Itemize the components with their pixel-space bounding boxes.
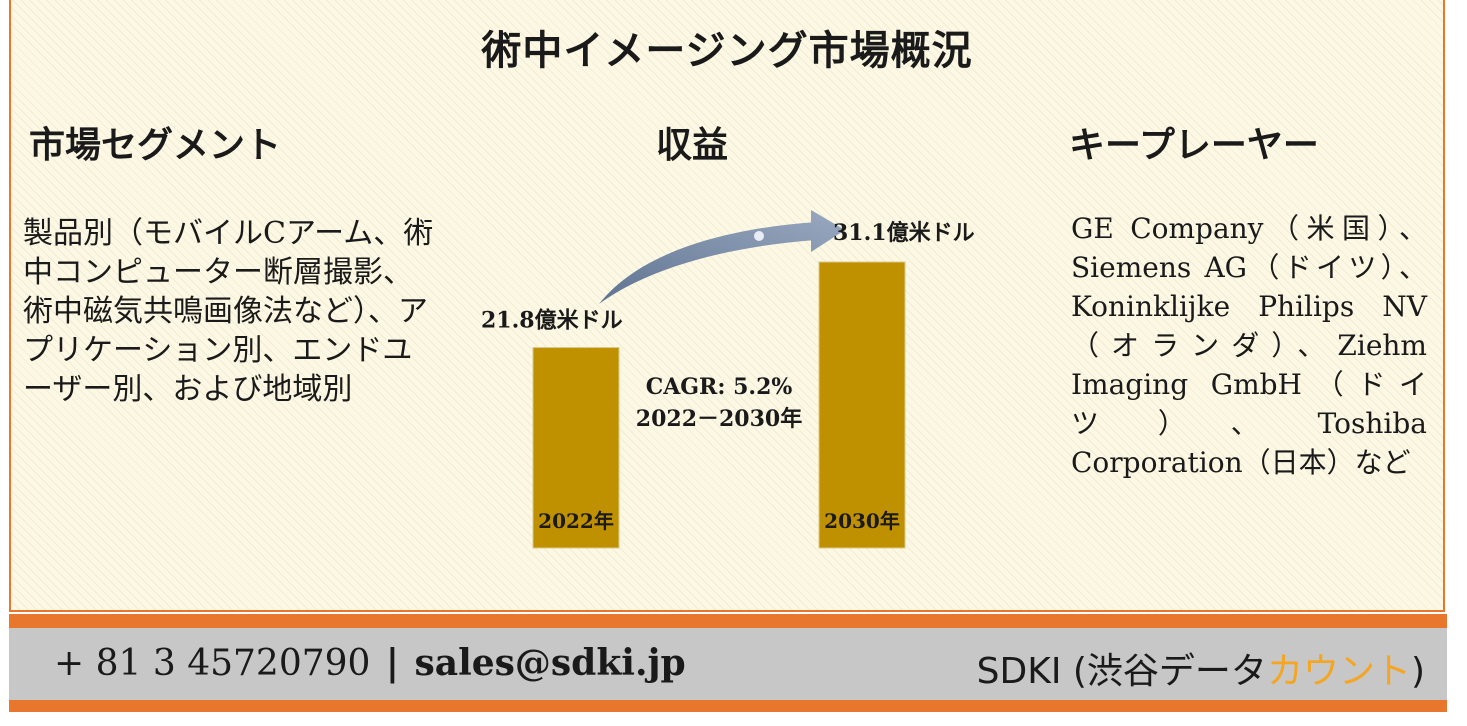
growth-arrow-dot — [754, 231, 764, 241]
overview-card: 術中イメージング市場概況 市場セグメント 収益 キープレーヤー 製品別（モバイル… — [9, 0, 1445, 612]
value-label-0: 21.8億米ドル — [481, 308, 623, 334]
footer-bar: + 81 3 45720790 | sales@sdki.jp SDKI (渋谷… — [9, 614, 1447, 712]
brand-suffix: ) — [1410, 651, 1425, 692]
revenue-chart: 2022年 21.8億米ドル 2030年 31.1億米ドル CAGR: 5.2% 20… — [481, 210, 975, 549]
revenue-heading: 収益 — [656, 124, 729, 166]
footer-panel: + 81 3 45720790 | sales@sdki.jp SDKI (渋谷… — [9, 628, 1447, 700]
brand-name: SDKI (渋谷データカウント) — [977, 642, 1425, 694]
cagr-label: CAGR: 5.2% — [646, 374, 793, 400]
contact-info: + 81 3 45720790 | sales@sdki.jp — [54, 642, 686, 684]
value-label-1: 31.1億米ドル — [833, 220, 975, 246]
growth-arrow — [599, 210, 845, 304]
contact-separator: | — [385, 642, 400, 684]
bar-1 — [818, 261, 906, 549]
segments-text: 製品別（モバイルCアーム、術中コンピューター断層撮影、術中磁気共鳴画像法など）、… — [23, 216, 434, 407]
email-address: sales@sdki.jp — [414, 642, 686, 684]
page-title: 術中イメージング市場概況 — [481, 27, 973, 74]
segments-heading: 市場セグメント — [29, 124, 282, 166]
category-label-1: 2030年 — [824, 509, 900, 533]
phone-number: + 81 3 45720790 — [54, 643, 371, 684]
category-label-0: 2022年 — [538, 509, 614, 533]
brand-prefix: SDKI (渋谷データ — [976, 651, 1267, 692]
brand-accent: カウント — [1266, 651, 1411, 692]
key-players-text: GE Company（米国）、Siemens AG（ドイツ）、Koninklij… — [1071, 212, 1427, 479]
bar-0 — [532, 347, 620, 549]
key-players-heading: キープレーヤー — [1069, 124, 1319, 166]
cagr-period: 2022－2030年 — [636, 406, 802, 432]
